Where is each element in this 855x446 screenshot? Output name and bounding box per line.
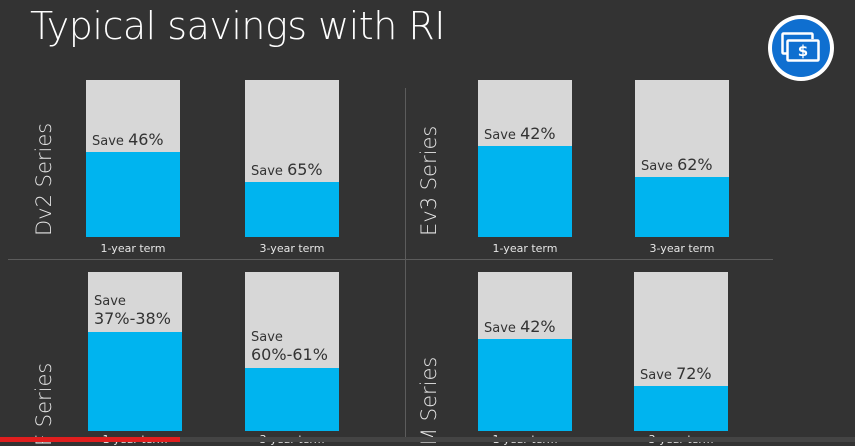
ev3-series-save-label: Save 62% [641,157,713,175]
save-word: Save [92,134,124,149]
save-percent: 65% [287,160,323,179]
dv2-series-save-label: Save 46% [92,132,164,150]
save-percent: 62% [677,155,713,174]
video-progress-played [0,437,180,442]
dv2-series-term-label: 1-year term [100,242,166,255]
m-series-label: M Series [417,356,441,446]
ev3-series-label: Ev3 Series [417,125,441,236]
dv2-series-label: Dv2 Series [32,122,56,236]
quadrant-divider-vertical [405,88,406,442]
video-progress-bar[interactable] [0,437,855,442]
dv2-series-bar-1-year-term: Save 46% [86,80,180,237]
m-series-savings-fill [634,386,728,431]
ev3-series-bar-1-year-term: Save 42% [478,80,572,237]
m-series-savings-fill [478,339,572,431]
m-series-bar-3-year-term: Save 72% [634,272,728,431]
save-percent: 60%-61% [251,345,328,364]
f-series-save-label: Save 60%-61% [251,330,328,364]
m-series-bar-1-year-term: Save 42% [478,272,572,431]
save-percent: 46% [128,130,164,149]
save-percent: 72% [676,364,712,383]
dv2-series-savings-fill [86,152,180,237]
m-series-save-label: Save 42% [484,319,556,337]
money-badge: $ [768,15,834,81]
ev3-series-savings-fill [635,177,729,237]
quadrant-divider-horizontal [8,259,773,260]
save-word: Save [484,321,516,336]
f-series-bar-3-year-term: Save 60%-61% [245,272,339,431]
save-percent: 37%-38% [94,309,171,328]
ev3-series-savings-fill [478,146,572,237]
f-series-savings-fill [88,332,182,431]
dv2-series-term-label: 3-year term [259,242,325,255]
save-percent: 42% [520,124,556,143]
f-series-bar-1-year-term: Save 37%-38% [88,272,182,431]
slide-title: Typical savings with RI [30,4,445,48]
dv2-series-bar-3-year-term: Save 65% [245,80,339,237]
save-word: Save [251,330,283,345]
save-percent: 42% [520,317,556,336]
ev3-series-bar-3-year-term: Save 62% [635,80,729,237]
save-word: Save [94,294,126,309]
ev3-series-save-label: Save 42% [484,126,556,144]
save-word: Save [251,164,283,179]
f-series-savings-fill [245,368,339,431]
svg-text:$: $ [798,42,808,60]
f-series-save-label: Save 37%-38% [94,294,171,328]
save-word: Save [641,159,673,174]
m-series-save-label: Save 72% [640,366,712,384]
save-word: Save [640,368,672,383]
save-word: Save [484,128,516,143]
f-series-label: F Series [32,362,56,446]
dv2-series-savings-fill [245,182,339,237]
dv2-series-save-label: Save 65% [251,162,323,180]
ev3-series-term-label: 1-year term [492,242,558,255]
money-bill-icon: $ [781,32,821,62]
ev3-series-term-label: 3-year term [649,242,715,255]
